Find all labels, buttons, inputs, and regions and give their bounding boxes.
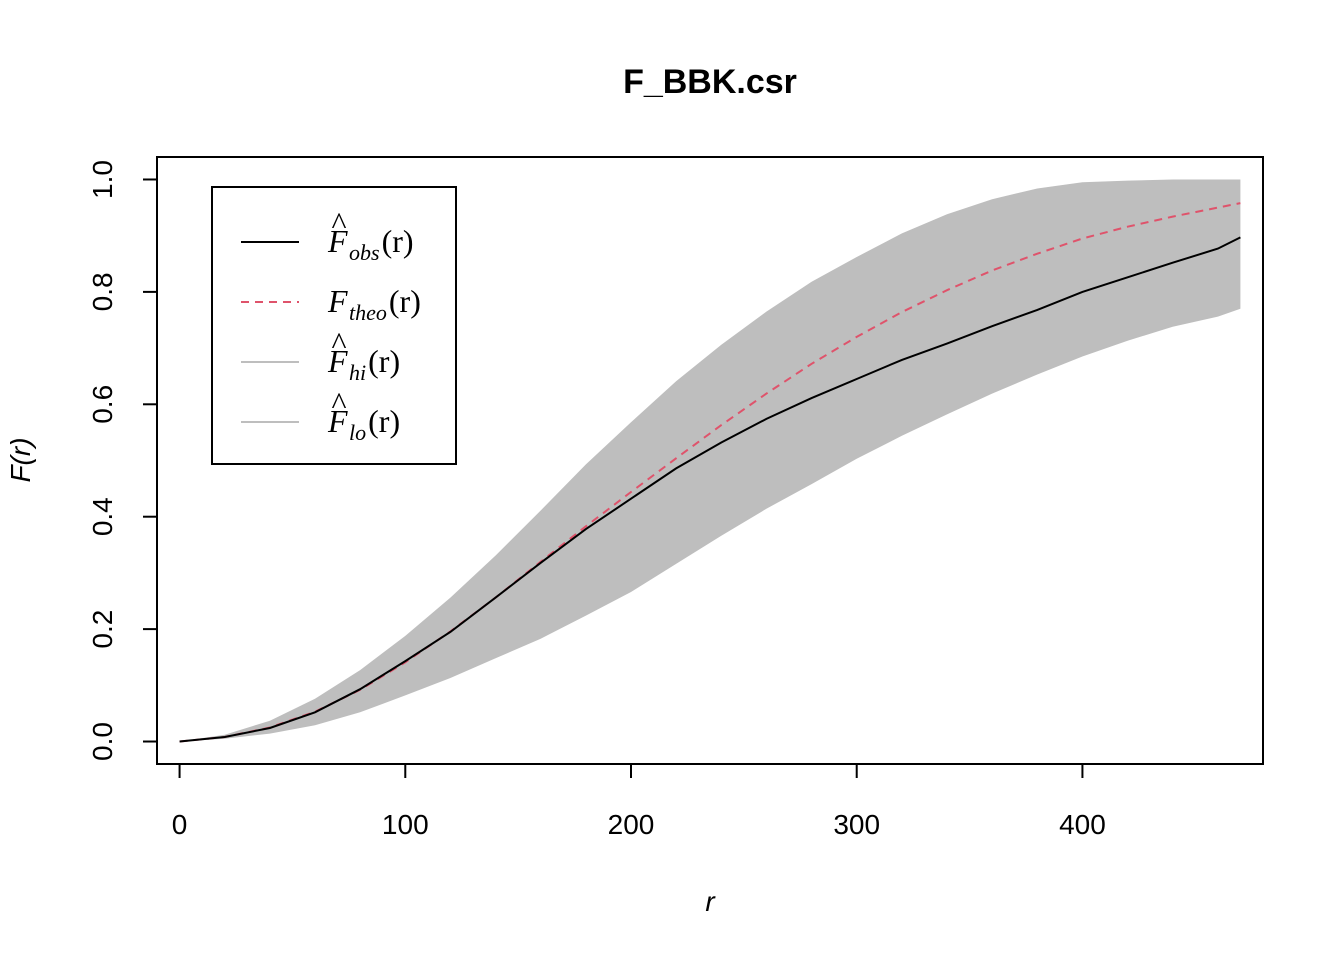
x-tick-label: 200 xyxy=(608,809,655,840)
legend-main: F xyxy=(327,343,348,379)
legend-box xyxy=(211,186,457,465)
y-tick-label: 1.0 xyxy=(87,160,118,199)
x-axis: 0 100 200 300 400 xyxy=(172,763,1106,840)
legend: F^obs (r)F theo (r)F^hi (r)F^lo (r) xyxy=(211,186,457,465)
legend-subscript: obs xyxy=(349,240,380,265)
x-tick-label: 400 xyxy=(1059,809,1106,840)
y-axis-label: F(r) xyxy=(5,437,36,482)
legend-hat: ^ xyxy=(331,325,346,361)
legend-subscript: lo xyxy=(349,420,366,445)
y-tick-label: 0.4 xyxy=(87,497,118,536)
legend-hat: ^ xyxy=(331,385,346,421)
y-axis: 0.0 0.2 0.4 0.6 0.8 1.0 xyxy=(87,160,158,761)
legend-main: F xyxy=(327,283,348,319)
legend-entry-obs: F^obs (r) xyxy=(327,205,414,265)
legend-subscript: theo xyxy=(349,300,387,325)
legend-entry-hi: F^hi (r) xyxy=(327,325,400,385)
x-axis-label: r xyxy=(705,886,716,917)
legend-arg: (r) xyxy=(389,283,421,319)
x-tick-label: 300 xyxy=(833,809,880,840)
series-line-obs xyxy=(179,236,1241,743)
y-tick-label: 0.6 xyxy=(87,385,118,424)
legend-subscript: hi xyxy=(349,360,366,385)
y-tick-label: 0.8 xyxy=(87,272,118,311)
x-tick-label: 100 xyxy=(382,809,429,840)
legend-arg: (r) xyxy=(382,223,414,259)
y-tick-label: 0.2 xyxy=(87,610,118,649)
legend-entry-lo: F^lo (r) xyxy=(327,385,400,445)
legend-arg: (r) xyxy=(368,403,400,439)
legend-arg: (r) xyxy=(368,343,400,379)
legend-main: F xyxy=(327,223,348,259)
legend-main: F xyxy=(327,403,348,439)
plot-layer xyxy=(179,179,1241,743)
x-tick-label: 0 xyxy=(172,809,188,840)
chart-title: F_BBK.csr xyxy=(623,63,797,101)
y-tick-label: 0.0 xyxy=(87,722,118,761)
legend-hat: ^ xyxy=(331,205,346,241)
envelope-band xyxy=(179,179,1241,742)
